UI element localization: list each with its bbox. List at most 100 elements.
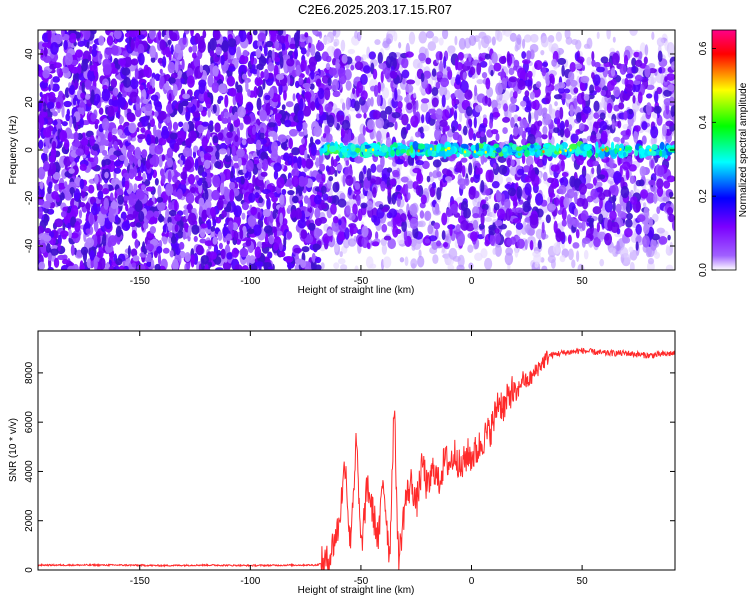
heatmap-cell <box>523 34 532 43</box>
heatmap-cell <box>623 110 628 121</box>
heatmap-cell <box>94 122 99 130</box>
heatmap-cell <box>184 159 192 171</box>
heatmap-cell <box>211 82 220 94</box>
heatmap-cell <box>419 210 425 219</box>
heatmap-cell <box>239 247 249 258</box>
heatmap-cell <box>167 221 172 232</box>
heatmap-cell <box>57 234 62 246</box>
heatmap-cell <box>167 216 172 224</box>
heatmap-cell <box>38 199 44 206</box>
heatmap-cell <box>287 155 293 166</box>
heatmap-cell <box>252 174 256 188</box>
heatmap-cell <box>39 91 43 98</box>
heatmap-cell <box>454 103 458 110</box>
heatmap-cell <box>412 104 417 117</box>
heatmap-cell <box>633 130 639 143</box>
heatmap-cell <box>599 120 608 131</box>
heatmap-cell <box>117 128 123 136</box>
heatmap-cell <box>558 184 567 195</box>
heatmap-cell <box>535 81 542 89</box>
heatmap-cell <box>93 100 99 106</box>
heatmap-cell <box>462 71 467 81</box>
heatmap-cell <box>326 178 332 189</box>
heatmap-cell <box>530 169 536 182</box>
heatmap-cell <box>408 31 416 45</box>
heatmap-cell <box>509 32 517 42</box>
heatmap-cell <box>102 139 110 146</box>
heatmap-cell <box>130 58 139 66</box>
heatmap-cell <box>475 131 482 139</box>
heatmap-cell <box>516 34 522 45</box>
heatmap-cell <box>264 233 269 245</box>
heatmap-cell <box>608 247 617 254</box>
heatmap-cell <box>426 175 431 183</box>
heatmap-cell <box>298 131 306 137</box>
heatmap-cell <box>650 125 659 139</box>
heatmap-cell <box>128 192 137 206</box>
heatmap-cell <box>182 122 190 132</box>
heatmap-cell <box>396 184 402 192</box>
heatmap-cell <box>658 67 663 74</box>
heatmap-cell <box>129 221 137 228</box>
heatmap-cell <box>404 256 409 267</box>
heatmap-cell <box>372 187 377 198</box>
heatmap-cell <box>318 104 324 116</box>
heatmap-cell <box>326 229 333 237</box>
heatmap-cell <box>190 30 194 37</box>
heatmap-cell <box>248 153 253 160</box>
heatmap-cell <box>613 86 621 98</box>
heatmap-cell <box>341 102 346 111</box>
heatmap-cell <box>261 241 271 248</box>
heatmap-cell <box>260 70 265 79</box>
heatmap-cell <box>537 239 542 250</box>
heatmap-cell <box>327 195 333 204</box>
heatmap-cell <box>615 203 622 214</box>
heatmap-cell <box>427 41 437 52</box>
heatmap-cell <box>63 40 68 51</box>
heatmap-cell <box>598 213 604 225</box>
heatmap-cell <box>280 141 288 150</box>
heatmap-cell <box>622 236 631 244</box>
heatmap-cell <box>653 90 659 104</box>
heatmap-cell <box>83 30 91 41</box>
heatmap-cell <box>557 57 567 66</box>
heatmap-cell <box>634 125 641 132</box>
heatmap-cell <box>324 87 331 101</box>
heatmap-cell <box>134 200 143 212</box>
heatmap-cell <box>201 258 205 270</box>
heatmap-cell <box>484 257 493 270</box>
heatmap-cell <box>468 53 472 62</box>
heatmap-cell <box>522 59 531 65</box>
heatmap-cell <box>291 195 299 204</box>
heatmap-cell <box>372 110 381 120</box>
heatmap-cell <box>301 122 308 130</box>
heatmap-cell <box>352 203 358 216</box>
heatmap-cell <box>158 213 163 223</box>
heatmap-cell <box>565 79 571 87</box>
heatmap-cell <box>442 173 447 183</box>
heatmap-cell <box>123 158 129 168</box>
heatmap-cell <box>141 106 146 112</box>
heatmap-cell <box>502 127 508 135</box>
heatmap-cell <box>243 115 252 125</box>
heatmap-cell <box>115 258 123 266</box>
heatmap-cell <box>586 217 595 223</box>
heatmap-cell <box>441 109 450 121</box>
heatmap-cell <box>251 64 256 72</box>
heatmap-cell <box>223 111 231 118</box>
heatmap-cell <box>439 60 444 74</box>
heatmap-cell <box>347 238 357 247</box>
heatmap-cell <box>524 106 532 113</box>
heatmap-cell <box>39 181 44 190</box>
heatmap-cell <box>520 100 527 107</box>
heatmap-cell <box>600 89 607 97</box>
heatmap-cell <box>146 89 154 95</box>
heatmap-cell <box>151 259 155 267</box>
heatmap-cell <box>474 104 483 113</box>
heatmap-cell <box>239 122 244 131</box>
heatmap-cell <box>325 55 332 63</box>
heatmap-cell <box>157 184 162 198</box>
heatmap-cell <box>484 53 491 60</box>
heatmap-cell <box>399 257 405 263</box>
